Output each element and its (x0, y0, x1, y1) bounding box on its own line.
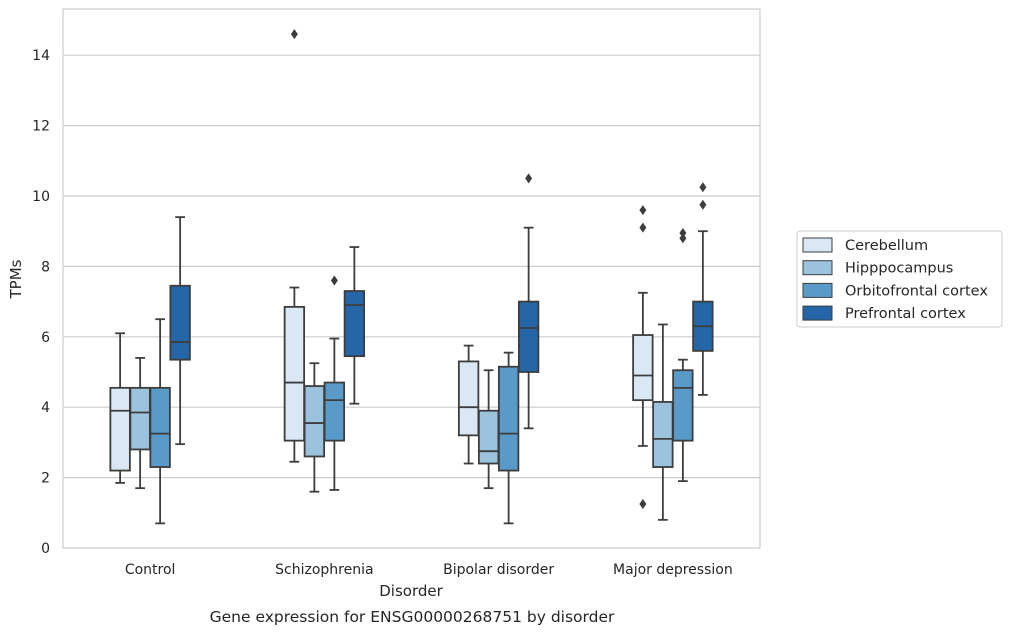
box-0-1 (129, 357, 151, 490)
outlier-point (639, 222, 647, 233)
box-iqr (323, 381, 346, 442)
y-tick-label: 6 (41, 330, 50, 346)
plot-area-frame (62, 8, 761, 549)
box-iqr (283, 305, 306, 442)
outlier-point (290, 29, 298, 40)
box-0-3 (169, 216, 191, 446)
box-iqr (632, 334, 654, 402)
box-1-3 (343, 246, 366, 405)
box-iqr (343, 290, 366, 358)
box-0-2 (149, 318, 171, 525)
y-tick-label: 8 (41, 259, 50, 275)
box-iqr (497, 365, 520, 472)
box-2-1 (477, 369, 500, 490)
x-tick-label: Bipolar disorder (443, 562, 554, 578)
y-tick-label: 4 (41, 400, 50, 416)
box-iqr (652, 401, 674, 468)
x-tick-labels: Control Schizophrenia Bipolar disorder Majo… (125, 562, 733, 578)
outlier-point (679, 227, 687, 238)
box-iqr (169, 284, 191, 361)
legend-item: Orbitofrontal cortex (802, 282, 988, 299)
legend-swatch (802, 282, 833, 298)
y-tick-label: 14 (32, 48, 50, 64)
box-2-0 (457, 344, 480, 465)
box-1-2 (323, 275, 346, 491)
legend: Cerebellum Hipppocampus Orbitofrontal cort… (796, 230, 1003, 328)
legend-swatch (802, 260, 833, 276)
box-iqr (672, 369, 694, 442)
box-1-0 (283, 29, 306, 463)
outlier-point (699, 182, 707, 193)
legend-swatch (802, 237, 833, 253)
y-axis-label: TPMs (7, 259, 25, 299)
y-tick-labels: 0 2 4 6 8 10 12 14 (32, 48, 50, 557)
box-3-0 (632, 205, 654, 509)
legend-label: Prefrontal cortex (845, 306, 966, 322)
box-1-1 (303, 362, 326, 493)
outlier-point (525, 173, 533, 184)
outlier-point (639, 205, 647, 216)
y-tick-label: 2 (41, 471, 50, 487)
legend-item: Cerebellum (802, 237, 928, 254)
box-3-3 (692, 182, 714, 396)
legend-label: Orbitofrontal cortex (845, 283, 988, 299)
legend-swatch (802, 305, 833, 321)
outlier-point (699, 199, 707, 210)
x-axis-label: Disorder (379, 582, 443, 600)
x-tick-label: Major depression (613, 562, 733, 578)
legend-label: Hipppocampus (845, 261, 953, 277)
outlier-point (639, 499, 647, 509)
box-iqr (109, 386, 131, 472)
legend-item: Prefrontal cortex (802, 305, 966, 322)
box-iqr (303, 385, 326, 458)
box-iqr (129, 386, 151, 451)
y-tick-label: 0 (41, 541, 50, 557)
legend-item: Hipppocampus (802, 260, 953, 277)
box-2-3 (517, 173, 540, 430)
outlier-point (330, 275, 338, 286)
box-3-2 (672, 227, 694, 483)
chart-caption: Gene expression for ENSG00000268751 by d… (210, 608, 615, 626)
legend-label: Cerebellum (845, 238, 928, 254)
box-iqr (149, 386, 171, 468)
box-iqr (477, 409, 500, 465)
box-2-2 (497, 351, 520, 525)
y-tick-label: 10 (32, 189, 50, 205)
legend-frame (796, 230, 1003, 328)
boxes (109, 29, 714, 525)
outlier-point (679, 233, 687, 244)
x-tick-label: Schizophrenia (275, 562, 373, 578)
y-tick-label: 12 (32, 119, 50, 135)
box-0-0 (109, 332, 131, 484)
box-iqr (457, 360, 480, 437)
box-3-1 (652, 323, 674, 521)
x-tick-label: Control (125, 562, 176, 578)
box-iqr (517, 300, 540, 373)
